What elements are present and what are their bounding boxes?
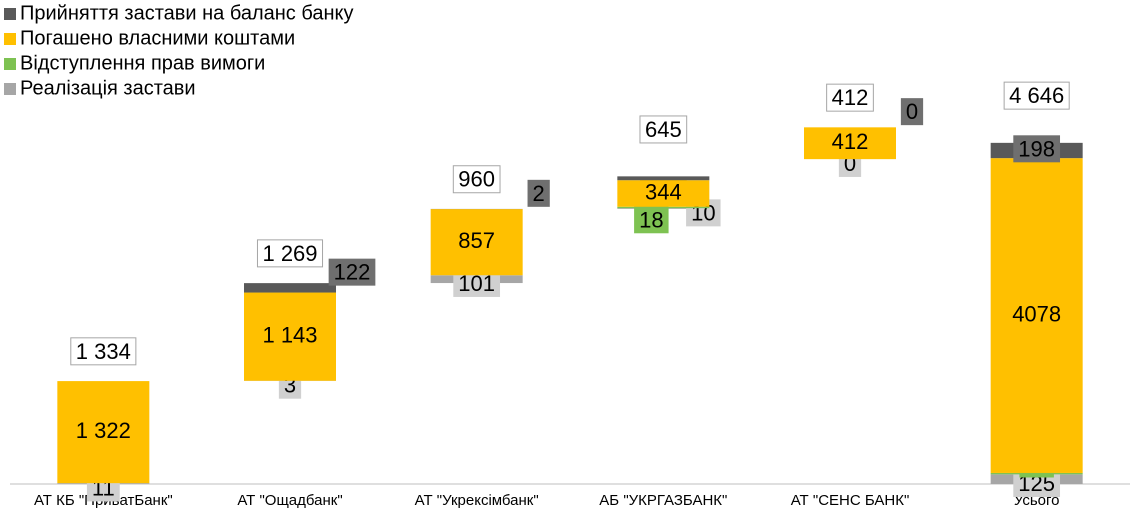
x-tick-label: АТ "Ощадбанк" <box>237 492 342 509</box>
value-label: 0 <box>906 99 918 124</box>
x-tick-label: АТ "Укрексімбанк" <box>415 492 539 509</box>
legend-swatch <box>4 83 16 95</box>
x-tick-label: АБ "УКРГАЗБАНК" <box>599 492 727 509</box>
total-label-box <box>70 337 137 366</box>
total-label-box <box>452 165 501 194</box>
total-label: 960 <box>458 167 495 192</box>
total-label: 1 334 <box>76 339 131 364</box>
legend-swatch <box>4 33 16 45</box>
bar-segment <box>244 283 336 293</box>
total-label: 645 <box>645 117 682 142</box>
total-label: 412 <box>832 85 869 110</box>
legend-swatch <box>4 8 16 20</box>
value-label-box <box>634 206 669 234</box>
value-label: 198 <box>1018 136 1055 161</box>
value-label-box <box>900 98 924 126</box>
value-label-box <box>257 321 323 349</box>
value-label-box <box>70 416 136 444</box>
total-label-box <box>639 115 688 144</box>
value-label: 122 <box>334 260 371 285</box>
value-label: 4078 <box>1012 301 1061 326</box>
legend-label: Погашено власними коштами <box>20 27 295 49</box>
value-label: 1 143 <box>262 322 317 347</box>
value-label-box <box>1007 300 1067 328</box>
value-label: 18 <box>639 207 663 232</box>
total-label-box <box>256 239 324 268</box>
value-label: 1 322 <box>76 418 131 443</box>
legend-label: Прийняття застави на баланс банку <box>20 2 354 24</box>
value-label: 412 <box>832 129 869 154</box>
bar-segment <box>617 176 710 181</box>
total-label: 1 269 <box>262 241 317 266</box>
value-label-box <box>1013 135 1061 163</box>
value-label-box <box>328 258 376 286</box>
legend-swatch <box>4 58 16 70</box>
legend-label: Відступлення прав вимоги <box>20 52 265 74</box>
legend-label: Реалізація застави <box>20 77 196 99</box>
x-tick-label: АТ "СЕНС БАНК" <box>791 492 910 509</box>
value-label-box <box>527 179 550 207</box>
value-label-box <box>453 226 501 254</box>
value-label: 2 <box>533 181 545 206</box>
total-label-box <box>1003 81 1070 110</box>
value-label: 344 <box>645 179 682 204</box>
value-label-box <box>639 178 687 206</box>
value-label-box <box>826 128 874 156</box>
total-label: 4 646 <box>1009 83 1064 108</box>
total-label-box <box>826 83 874 112</box>
value-label: 857 <box>458 228 495 253</box>
